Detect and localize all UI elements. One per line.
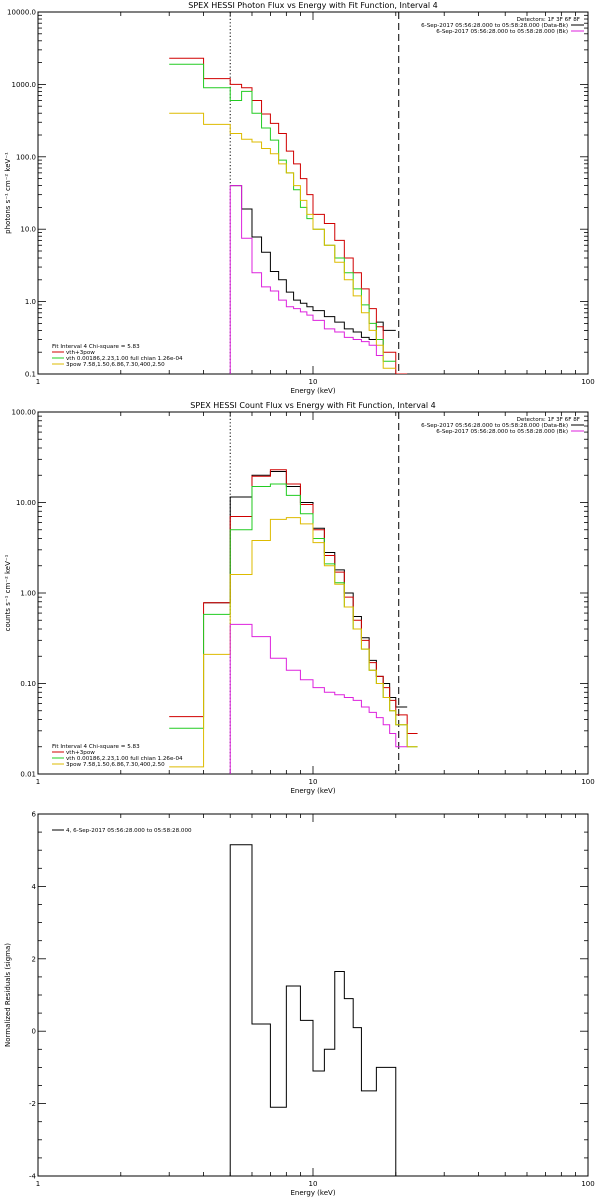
chart-panel-3: 1 10 100 Energy (keV) -4 -2 0 2 4 6 Normalized Res… [4, 811, 595, 1198]
y-tick-label: 100.0 [16, 153, 36, 161]
chart-panel-1: SPEX HESSI Photon Flux vs Energy with Fi… [4, 1, 595, 395]
x-axis-label: Energy (keV) [290, 787, 335, 795]
y-tick-label: 10.0 [20, 226, 36, 234]
y-tick-label: 4 [32, 883, 37, 891]
series-line-1 [230, 185, 396, 340]
y-tick-label: 10000.0 [7, 9, 36, 17]
legend-left-label: vth+3pow [66, 350, 95, 356]
x-tick-label: 1 [36, 1180, 40, 1188]
legend-left-label: 3pow 7.58,1.50,6.86,7.30,400,2.50 [66, 762, 165, 768]
series-line-3 [169, 483, 418, 748]
y-tick-label: -2 [29, 1100, 36, 1108]
plot-frame [37, 411, 589, 775]
y-tick-label: 1.00 [20, 590, 36, 598]
detectors-label: Detectors: 1F 3F 6F 8F [517, 17, 580, 23]
x-tick-label: 1 [36, 778, 40, 786]
series-line-5 [230, 623, 408, 748]
x-tick-label: 10 [309, 378, 318, 386]
y-tick-label: 0.1 [25, 371, 36, 379]
chart-title: SPEX HESSI Photon Flux vs Energy with Fi… [188, 1, 438, 10]
y-tick-label: 6 [32, 811, 37, 819]
y-tick-label: 10.00 [16, 499, 36, 507]
series-line-4 [169, 517, 418, 768]
x-axis-label: Energy (keV) [290, 387, 335, 395]
x-tick-label: 100 [581, 378, 594, 386]
plot-frame [37, 813, 589, 1177]
series-line-2 [169, 57, 408, 374]
legend-left-label: vth 0.00186,2.23,1.00 full chian 1.26e-0… [66, 356, 183, 362]
legend-right-label: 6-Sep-2017 05:56:28.000 to 05:58:28.000 … [421, 23, 568, 29]
y-tick-label: 1.0 [25, 298, 36, 306]
series-group [229, 844, 397, 1176]
series-line-4 [169, 112, 396, 369]
y-axis-label: photons s⁻¹ cm⁻² keV⁻¹ [4, 152, 12, 234]
legend-left-label: 4, 6-Sep-2017 05:56:28.000 to 05:58:28.0… [66, 828, 192, 834]
detectors-label: Detectors: 1F 3F 6F 8F [517, 417, 580, 423]
series-group [169, 469, 418, 774]
x-tick-label: 10 [309, 1180, 318, 1188]
legend-left-label: vth 0.00186,2.23,1.00 full chian 1.26e-0… [66, 756, 183, 762]
series-group [169, 57, 408, 374]
y-tick-label: 0.10 [20, 680, 36, 688]
series-line-3 [169, 63, 396, 362]
x-tick-label: 10 [309, 778, 318, 786]
y-tick-label: -4 [29, 1173, 37, 1181]
chart-panel-2: SPEX HESSI Count Flux vs Energy with Fit… [4, 401, 595, 795]
x-axis-label: Energy (keV) [290, 1189, 335, 1197]
y-tick-label: 100.00 [12, 409, 37, 417]
chart-title: SPEX HESSI Count Flux vs Energy with Fit… [190, 401, 435, 410]
y-tick-label: 2 [32, 955, 36, 963]
series-line-2 [169, 469, 418, 735]
y-tick-label: 1000.0 [12, 81, 37, 89]
legend-right-label: 6-Sep-2017 05:56:28.000 to 05:58:28.000 … [421, 423, 568, 429]
x-tick-label: 100 [581, 1180, 594, 1188]
y-axis-label: Normalized Residuals (sigma) [4, 943, 12, 1047]
y-tick-label: 0 [32, 1028, 36, 1036]
series-line-5 [230, 185, 384, 357]
legend-left-label: vth+3pow [66, 750, 95, 756]
x-tick-label: 100 [581, 778, 594, 786]
series-line-1 [229, 844, 397, 1176]
x-tick-label: 1 [36, 378, 40, 386]
legend-left-title: Fit Interval 4 Chi-square = 5.83 [52, 344, 140, 350]
legend-left-label: 3pow 7.58,1.50,6.86,7.30,400,2.50 [66, 362, 165, 368]
legend-right-label: 6-Sep-2017 05:56:28.000 to 05:58:28.000 … [436, 29, 568, 35]
y-tick-label: 0.01 [20, 771, 36, 779]
legend-left-title: Fit Interval 4 Chi-square = 5.83 [52, 744, 140, 750]
legend-right-label: 6-Sep-2017 05:56:28.000 to 05:58:28.000 … [436, 429, 568, 435]
y-axis-label: counts s⁻¹ cm⁻² keV⁻¹ [4, 554, 12, 631]
